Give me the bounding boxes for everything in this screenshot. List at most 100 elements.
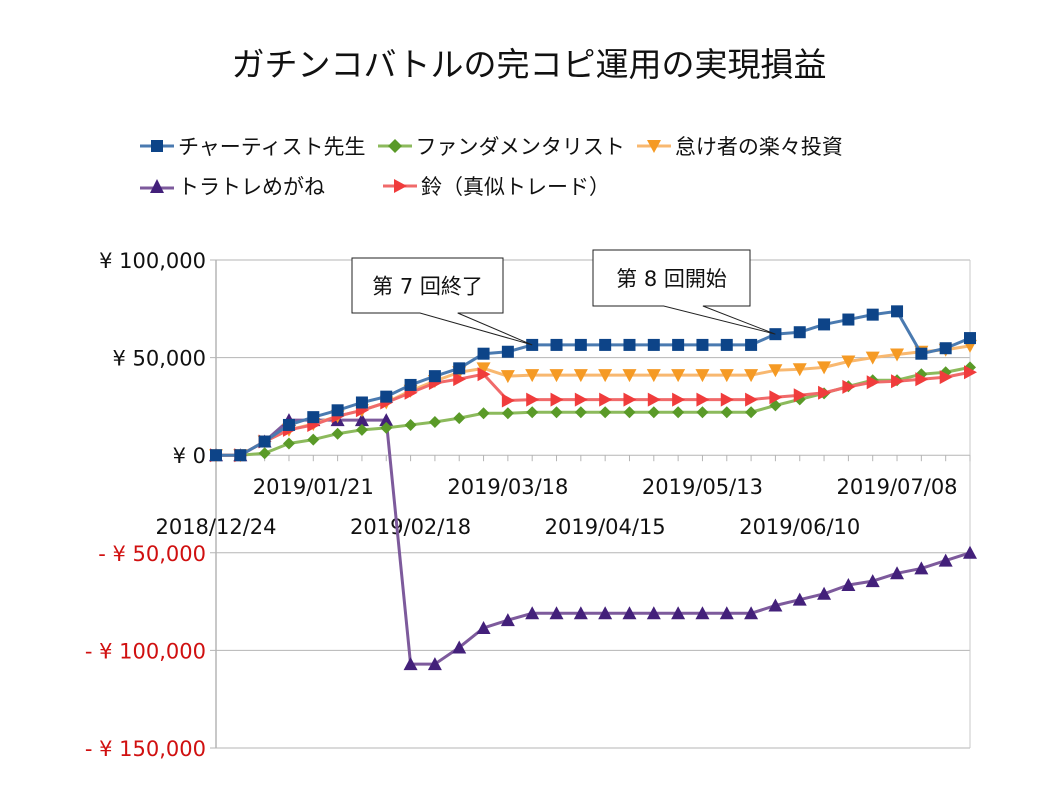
data-point-diamond — [501, 407, 514, 420]
data-point-triangle-down — [768, 364, 783, 378]
data-point-triangle-up — [792, 592, 807, 606]
data-point-triangle-up — [865, 574, 880, 588]
data-point-square — [866, 308, 879, 321]
data-point-square — [258, 435, 271, 448]
legend-marker-triangle-down-icon — [636, 140, 671, 153]
callout-label: 第 8 回開始 — [616, 267, 727, 291]
data-point-square — [210, 449, 222, 462]
data-point-diamond — [380, 421, 393, 434]
y-tick-label: - ¥ 100,000 — [85, 639, 206, 663]
data-point-triangle-down — [792, 363, 807, 377]
series-line — [216, 418, 971, 666]
legend-row-2: トラトレめがね 鈴（真似トレード） — [140, 171, 622, 201]
data-point-triangle-down — [573, 369, 588, 383]
data-point-diamond — [307, 433, 320, 446]
data-point-triangle-up — [598, 606, 613, 620]
callout-box — [592, 249, 776, 335]
data-point-triangle-down — [817, 361, 832, 375]
data-point-triangle-right — [599, 392, 613, 407]
callout-label: 第 7 回終了 — [372, 275, 483, 299]
data-point-triangle-right — [696, 392, 710, 407]
data-point-triangle-up — [573, 606, 588, 620]
data-point-square — [672, 338, 685, 351]
data-point-diamond — [720, 406, 733, 419]
data-point-square — [331, 404, 344, 417]
data-point-triangle-down — [841, 355, 856, 369]
data-point-triangle-right — [647, 392, 661, 407]
x-tick-label: 2019/05/13 — [642, 475, 763, 499]
callout-box — [351, 257, 533, 346]
legend-row-1: チャーティスト先生 ファンダメンタリスト 怠け者の楽々投資 — [140, 131, 855, 161]
data-point-diamond — [672, 406, 685, 419]
data-point-square — [574, 338, 587, 351]
data-point-square — [234, 449, 247, 462]
y-tick-label: ¥ 0 — [173, 444, 206, 468]
callout: 第 8 回開始 — [592, 249, 776, 335]
data-point-triangle-up — [500, 613, 515, 627]
data-point-square — [453, 362, 466, 375]
legend-marker-triangle-right-icon — [383, 179, 417, 193]
legend-label: 怠け者の楽々投資 — [674, 135, 843, 159]
data-point-diamond — [623, 406, 636, 419]
x-tick-label: 2019/03/18 — [447, 475, 568, 499]
data-point-triangle-down — [719, 369, 734, 383]
legend-label: ファンダメンタリスト — [415, 135, 625, 159]
data-point-diamond — [550, 406, 563, 419]
data-point-diamond — [331, 427, 344, 440]
data-point-square — [428, 370, 441, 383]
data-point-triangle-up — [549, 606, 564, 620]
data-point-triangle-up — [403, 657, 418, 671]
data-point-triangle-right — [672, 392, 686, 407]
data-point-triangle-up — [938, 553, 953, 567]
data-point-triangle-right — [550, 392, 564, 407]
data-point-triangle-right — [501, 393, 515, 408]
legend-label: トラトレめがね — [178, 175, 325, 199]
legend-item: チャーティスト先生 — [140, 131, 366, 161]
data-point-triangle-up — [719, 606, 734, 620]
legend-item: ファンダメンタリスト — [377, 131, 625, 161]
gridlines — [210, 259, 971, 749]
legend-label: チャーティスト先生 — [178, 135, 366, 159]
legend-marker-diamond-icon — [377, 139, 412, 153]
data-point-triangle-up — [427, 657, 442, 671]
data-point-triangle-up — [744, 606, 759, 620]
data-point-triangle-right — [574, 392, 588, 407]
data-point-diamond — [282, 437, 295, 450]
data-point-triangle-right — [842, 379, 856, 394]
data-point-triangle-up — [646, 606, 661, 620]
data-point-triangle-down — [695, 369, 710, 383]
data-point-triangle-up — [963, 545, 977, 559]
x-tick-label: 2019/06/10 — [739, 515, 860, 539]
legend-marker-square-icon — [140, 140, 174, 152]
data-point-triangle-right — [453, 372, 467, 387]
data-point-square — [745, 338, 758, 351]
data-point-triangle-up — [525, 606, 540, 620]
data-point-triangle-right — [745, 392, 759, 407]
data-point-triangle-right — [526, 392, 540, 407]
y-axis: ¥ 100,000 ¥ 50,000 ¥ 0 - ¥ 50,000 - ¥ 100,00… — [85, 249, 217, 761]
data-point-triangle-down — [598, 369, 613, 383]
data-point-diamond — [477, 407, 490, 420]
data-point-triangle-down — [646, 369, 661, 383]
data-point-triangle-right — [477, 367, 491, 382]
data-point-triangle-up — [890, 566, 905, 580]
legend-item: 怠け者の楽々投資 — [636, 131, 843, 161]
data-point-square — [282, 418, 295, 431]
data-point-triangle-right — [964, 365, 977, 380]
legend-item: トラトレめがね — [140, 171, 325, 201]
data-point-diamond — [526, 406, 539, 419]
data-point-square — [647, 338, 660, 351]
data-point-square — [355, 396, 368, 409]
data-point-diamond — [696, 406, 709, 419]
x-tick-label: 2019/07/08 — [837, 475, 958, 499]
data-point-triangle-down — [744, 369, 759, 383]
data-point-square — [964, 332, 976, 345]
data-point-diamond — [404, 418, 417, 431]
data-point-square — [307, 411, 320, 424]
data-point-square — [501, 345, 514, 358]
data-point-diamond — [355, 423, 368, 436]
x-tick-label: 2019/02/18 — [350, 515, 471, 539]
data-point-triangle-up — [841, 578, 856, 592]
series-3 — [209, 413, 977, 671]
data-point-diamond — [428, 416, 441, 429]
